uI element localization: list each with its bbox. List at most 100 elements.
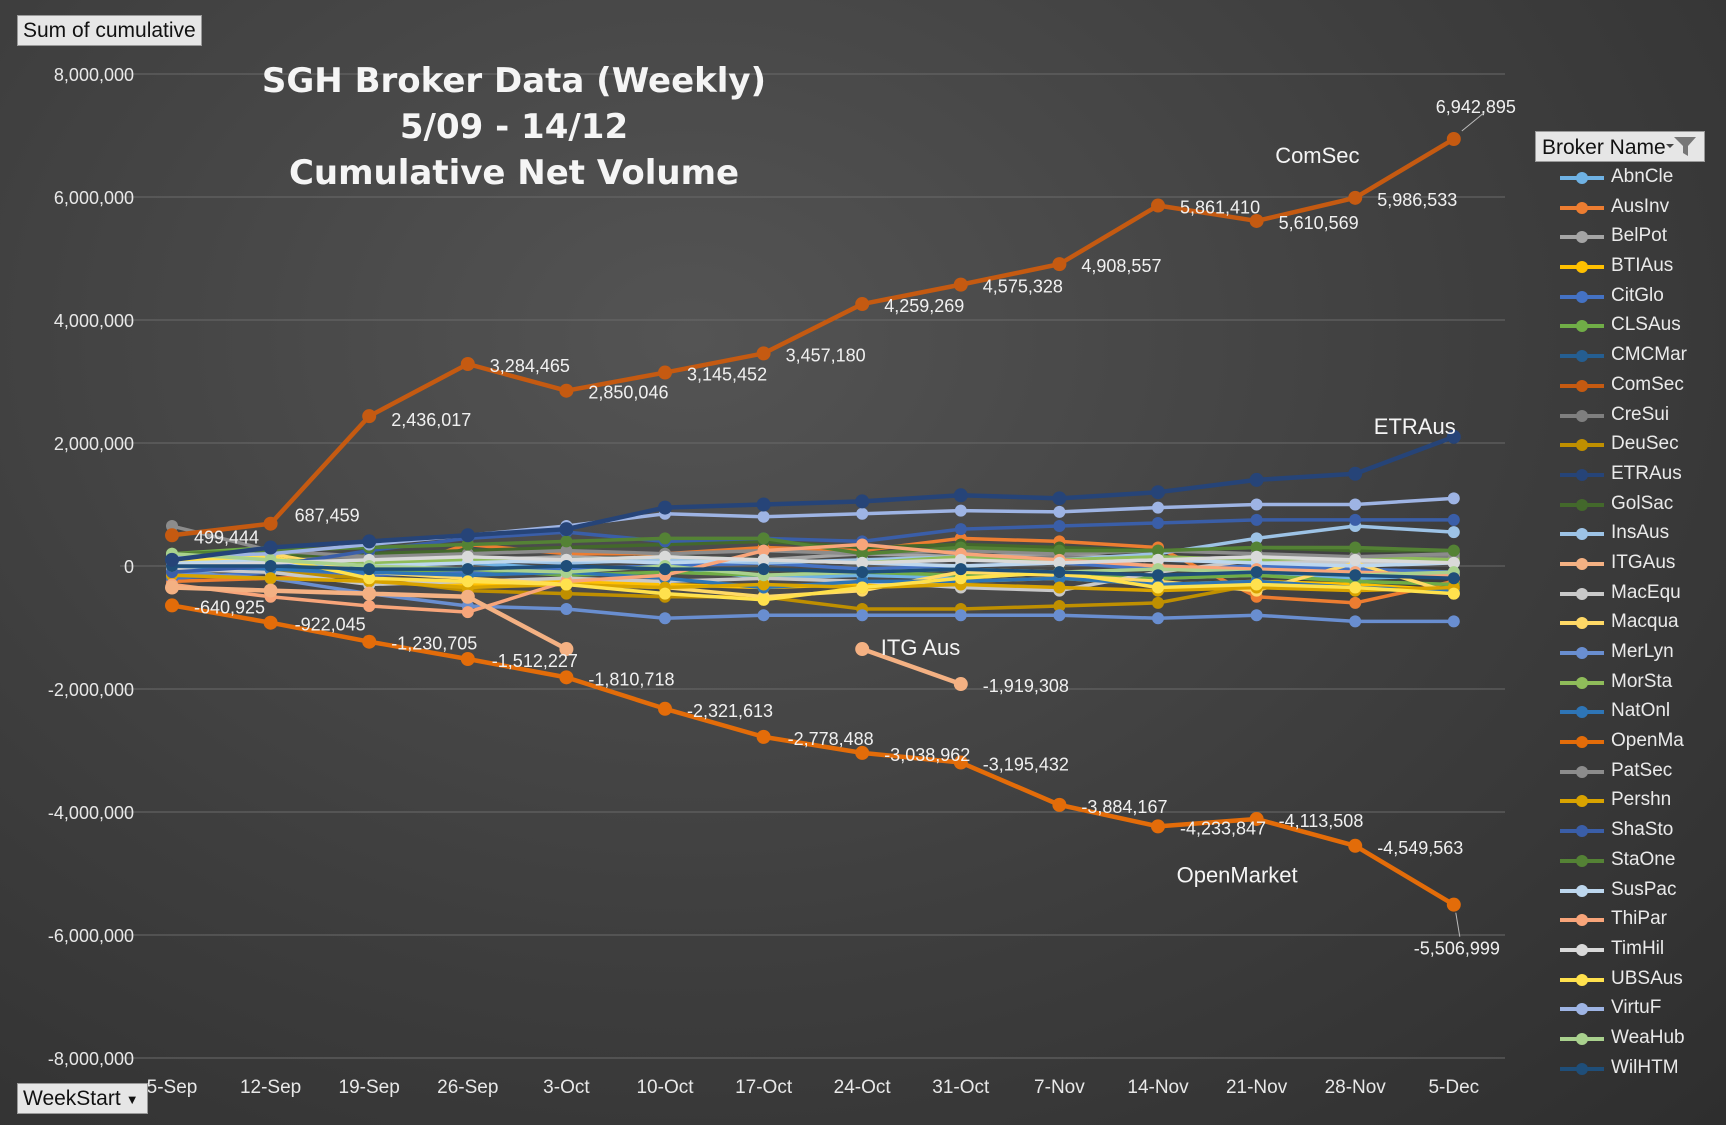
data-point (855, 642, 870, 657)
x-tick-label: 24-Oct (834, 1077, 892, 1098)
legend-item-morsta[interactable]: MorSta (1558, 668, 1723, 698)
data-point (954, 563, 967, 576)
legend-item-label: OpenMa (1611, 730, 1684, 752)
data-point (1250, 609, 1263, 622)
legend-item-timhil[interactable]: TimHil (1558, 935, 1723, 965)
legend-item-label: ComSec (1611, 373, 1684, 395)
legend: AbnCle AusInv BelPot BTIAus CitGlo CLSAus CMCM… (1558, 163, 1723, 1083)
data-point (1250, 550, 1263, 563)
legend-item-belpot[interactable]: BelPot (1558, 222, 1723, 252)
legend-swatch-icon (1560, 795, 1604, 808)
legend-item-thipar[interactable]: ThiPar (1558, 905, 1723, 935)
data-point (1053, 599, 1066, 612)
data-point (1249, 472, 1264, 487)
legend-item-btiaus[interactable]: BTIAus (1558, 252, 1723, 282)
legend-item-shasto[interactable]: ShaSto (1558, 816, 1723, 846)
legend-item-ubsaus[interactable]: UBSAus (1558, 965, 1723, 995)
data-point (659, 587, 671, 600)
legend-item-patsec[interactable]: PatSec (1558, 757, 1723, 787)
data-point (1447, 492, 1460, 505)
legend-item-pershn[interactable]: Pershn (1558, 786, 1723, 816)
legend-item-citglo[interactable]: CitGlo (1558, 282, 1723, 312)
legend-item-label: InsAus (1611, 522, 1670, 544)
legend-item-merlyn[interactable]: MerLyn (1558, 638, 1723, 668)
legend-item-abncle[interactable]: AbnCle (1558, 163, 1723, 193)
data-point (856, 581, 869, 594)
x-tick-label: 26-Sep (437, 1077, 498, 1098)
legend-item-openma[interactable]: OpenMa (1558, 727, 1723, 757)
series-line (171, 434, 1455, 563)
legend-item-label: MerLyn (1611, 641, 1674, 662)
y-tick-label: 6,000,000 (54, 188, 134, 208)
data-point (1447, 572, 1460, 585)
legend-item-weahub[interactable]: WeaHub (1558, 1024, 1723, 1054)
data-point (954, 553, 967, 566)
legend-swatch-icon (1560, 557, 1604, 570)
data-point (855, 297, 870, 312)
legend-item-label: VirtuF (1611, 997, 1662, 1019)
leader-line (1461, 112, 1485, 132)
data-point (1447, 526, 1460, 539)
data-point (1053, 544, 1066, 557)
data-point (460, 652, 475, 667)
legend-item-macequ[interactable]: MacEqu (1558, 579, 1723, 609)
data-point (757, 532, 770, 545)
data-point (1152, 501, 1164, 514)
data-label: 4,259,269 (884, 296, 964, 316)
data-point (263, 615, 278, 630)
legend-swatch-icon (1560, 172, 1604, 184)
legend-item-comsec[interactable]: ComSec (1558, 371, 1723, 401)
filter-icon[interactable] (1656, 135, 1700, 159)
data-point (659, 550, 671, 563)
legend-item-staone[interactable]: StaOne (1558, 846, 1723, 876)
data-point (461, 606, 474, 619)
legend-item-insaus[interactable]: InsAus (1558, 519, 1723, 549)
data-point (658, 701, 672, 716)
weekstart-field-button[interactable]: WeekStart ▼ (17, 1083, 148, 1114)
weekstart-label: WeekStart (23, 1087, 121, 1110)
legend-swatch-icon (1560, 676, 1604, 689)
data-point (362, 534, 377, 549)
sum-of-cumulative-field-button[interactable]: Sum of cumulative (17, 15, 202, 46)
legend-item-golsac[interactable]: GolSac (1558, 490, 1723, 520)
data-point (1052, 257, 1067, 272)
legend-item-deusec[interactable]: DeuSec (1558, 430, 1723, 460)
data-point (362, 586, 377, 601)
series-openma (165, 598, 1461, 912)
legend-item-macqua[interactable]: Macqua (1558, 608, 1723, 638)
data-point (1447, 513, 1460, 526)
data-point (461, 563, 474, 576)
legend-item-natonl[interactable]: NatOnl (1558, 697, 1723, 727)
legend-item-etraus[interactable]: ETRAus (1558, 460, 1723, 490)
data-point (659, 612, 671, 625)
data-label: 5,610,569 (1279, 213, 1359, 233)
legend-item-label: CitGlo (1611, 284, 1664, 306)
legend-item-cmcmar[interactable]: CMCMar (1558, 341, 1723, 371)
legend-item-itgaus[interactable]: ITGAus (1558, 549, 1723, 579)
legend-item-label: ITGAus (1611, 551, 1676, 573)
data-point (856, 566, 869, 579)
legend-item-suspac[interactable]: SusPac (1558, 876, 1723, 906)
chart-title-line: Cumulative Net Volume (289, 153, 739, 193)
legend-swatch-icon (1560, 914, 1604, 927)
legend-swatch-icon (1560, 587, 1604, 600)
data-point (1349, 541, 1362, 554)
data-label: -3,038,962 (884, 745, 970, 765)
chevron-down-icon[interactable]: ▼ (125, 1092, 139, 1107)
data-label: 4,908,557 (1081, 256, 1161, 276)
legend-swatch-icon (1560, 468, 1604, 481)
data-point (856, 556, 869, 569)
legend-item-virtuf[interactable]: VirtuF (1558, 994, 1723, 1024)
data-point (659, 532, 671, 545)
legend-item-label: AusInv (1611, 195, 1670, 217)
series-line (171, 555, 1454, 568)
legend-item-ausinv[interactable]: AusInv (1558, 193, 1723, 223)
legend-item-wilhtm[interactable]: WilHTM (1558, 1054, 1723, 1084)
legend-header[interactable]: Broker Name (1535, 131, 1705, 162)
data-point (757, 544, 770, 557)
data-point (362, 409, 377, 424)
legend-item-cresui[interactable]: CreSui (1558, 401, 1723, 431)
data-point (165, 580, 179, 595)
legend-item-label: TimHil (1611, 937, 1665, 959)
legend-item-clsaus[interactable]: CLSAus (1558, 311, 1723, 341)
